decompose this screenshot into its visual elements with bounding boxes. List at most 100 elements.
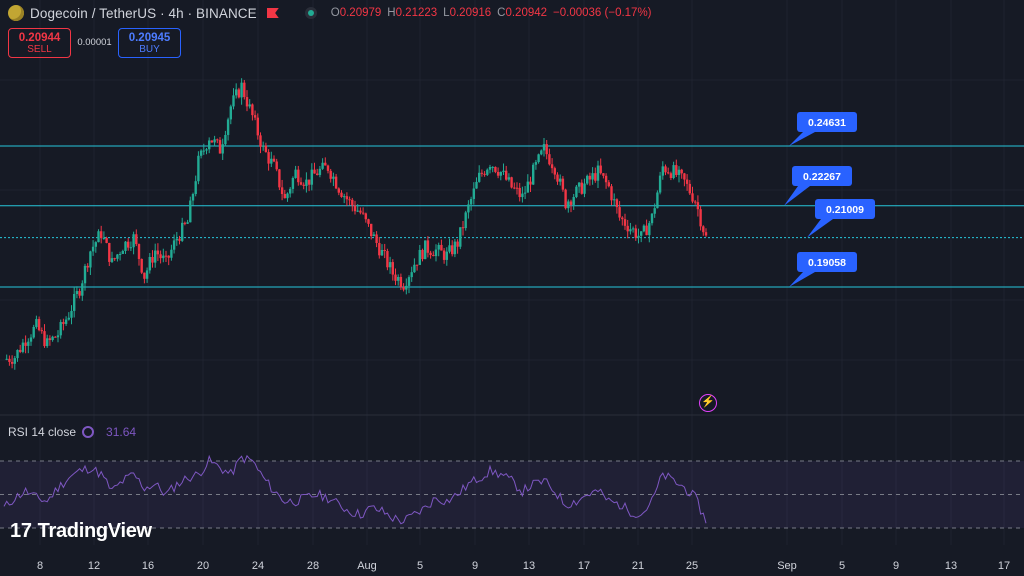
candle-body bbox=[586, 175, 589, 184]
candle-body bbox=[575, 186, 578, 198]
candle-body bbox=[370, 223, 373, 237]
candle-body bbox=[54, 336, 57, 338]
candle-body bbox=[162, 255, 165, 259]
candle-body bbox=[615, 199, 619, 208]
candle-body bbox=[631, 228, 635, 230]
candle-body bbox=[526, 181, 529, 193]
candle-body bbox=[478, 172, 481, 182]
candle-body bbox=[569, 201, 573, 205]
candle-body bbox=[199, 150, 203, 156]
candle-body bbox=[256, 117, 259, 136]
candle-body bbox=[378, 242, 381, 256]
lightning-alert-icon[interactable]: ⚡ bbox=[699, 394, 717, 412]
candle-body bbox=[183, 222, 187, 224]
candle-body bbox=[264, 145, 268, 153]
candle-body bbox=[64, 319, 68, 324]
candle-body bbox=[86, 265, 89, 268]
time-axis-label: 17 bbox=[998, 560, 1010, 572]
candle-body bbox=[151, 257, 154, 263]
candle-body bbox=[499, 171, 502, 176]
candle-body bbox=[634, 228, 637, 238]
candle-body bbox=[399, 276, 403, 288]
buy-button[interactable]: 0.20945 BUY bbox=[118, 28, 181, 58]
candle-body bbox=[24, 342, 27, 346]
candle-body bbox=[483, 173, 486, 175]
candle-body bbox=[216, 139, 219, 141]
candle-body bbox=[407, 277, 411, 286]
rsi-legend[interactable]: RSI 14 close 31.64 bbox=[8, 425, 136, 439]
candle-body bbox=[515, 187, 519, 189]
candle-body bbox=[402, 287, 405, 290]
candle-body bbox=[121, 250, 124, 254]
price-level-callout: 0.24631 bbox=[789, 112, 857, 146]
candle-body bbox=[653, 208, 656, 214]
candle-body bbox=[534, 162, 538, 165]
candle-body bbox=[178, 238, 181, 241]
candle-body bbox=[205, 149, 208, 151]
time-axis-label: 20 bbox=[197, 560, 209, 572]
candle-body bbox=[351, 199, 354, 206]
candle-body bbox=[667, 172, 670, 174]
candle-body bbox=[194, 181, 197, 195]
candle-body bbox=[572, 197, 575, 205]
time-axis-label: 13 bbox=[945, 560, 957, 572]
time-axis-label: 5 bbox=[417, 560, 423, 572]
callout-label: 0.24631 bbox=[808, 117, 846, 129]
market-status-icon[interactable] bbox=[304, 7, 317, 19]
candle-body bbox=[332, 176, 335, 179]
tradingview-logo[interactable]: 17 TradingView bbox=[10, 520, 152, 543]
candle-body bbox=[348, 199, 351, 201]
candle-body bbox=[469, 198, 473, 205]
candle-body bbox=[375, 234, 378, 243]
candle-body bbox=[81, 283, 84, 296]
symbol-title[interactable]: Dogecoin / TetherUS · 4h · BINANCE bbox=[30, 5, 257, 21]
candle-body bbox=[629, 229, 632, 232]
candle-body bbox=[253, 115, 257, 118]
candle-body bbox=[410, 272, 413, 278]
candle-body bbox=[591, 173, 594, 180]
time-axis-label: 21 bbox=[632, 560, 644, 572]
candle-body bbox=[459, 227, 462, 247]
candle-body bbox=[545, 144, 548, 155]
callout-pointer bbox=[784, 186, 810, 206]
candle-body bbox=[383, 249, 386, 252]
candle-body bbox=[442, 250, 446, 260]
candle-body bbox=[202, 150, 205, 152]
sell-price: 0.20944 bbox=[18, 32, 61, 44]
candle-body bbox=[559, 178, 562, 182]
candle-body bbox=[91, 246, 95, 252]
callout-pointer bbox=[807, 219, 833, 238]
candle-body bbox=[502, 170, 505, 172]
candle-body bbox=[445, 251, 448, 260]
candle-body bbox=[272, 158, 276, 162]
candle-body bbox=[40, 330, 43, 332]
candle-body bbox=[8, 358, 11, 362]
candlesticks bbox=[5, 78, 708, 370]
candle-body bbox=[170, 249, 173, 258]
candle-body bbox=[359, 210, 362, 213]
candle-body bbox=[486, 169, 489, 175]
candle-body bbox=[116, 254, 119, 259]
candle-body bbox=[334, 176, 338, 189]
time-axis-label: 12 bbox=[88, 560, 100, 572]
time-axis-label: 25 bbox=[686, 560, 698, 572]
candle-body bbox=[37, 319, 41, 331]
candle-body bbox=[421, 249, 424, 260]
candle-body bbox=[675, 165, 678, 175]
candle-body bbox=[602, 173, 605, 176]
callout-box bbox=[797, 252, 857, 272]
flag-icon[interactable] bbox=[266, 8, 279, 18]
candle-body bbox=[548, 154, 551, 165]
settings-icon[interactable] bbox=[82, 426, 95, 438]
candle-body bbox=[669, 173, 673, 179]
candle-body bbox=[343, 196, 346, 198]
candle-body bbox=[129, 247, 133, 249]
candle-body bbox=[518, 187, 521, 198]
candle-body bbox=[43, 331, 46, 347]
sell-button[interactable]: 0.20944 SELL bbox=[8, 28, 71, 58]
candle-body bbox=[299, 182, 303, 185]
candle-body bbox=[56, 335, 60, 338]
candle-body bbox=[232, 95, 235, 107]
candle-body bbox=[680, 169, 683, 174]
